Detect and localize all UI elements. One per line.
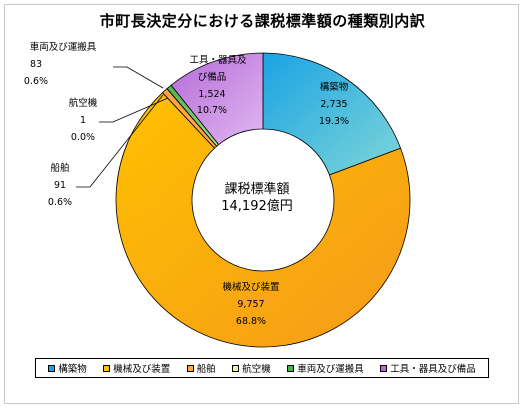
label-kougu-pct: 10.7% [197, 105, 227, 116]
label-kikai-value: 9,757 [237, 299, 264, 310]
legend-item-kikai: 機械及び装置 [103, 361, 170, 375]
chart-legend: 構築物 機械及び装置 船舶 航空機 車両及び運搬具 工具・器具及び備品 [35, 358, 489, 378]
label-sharyou-name: 車両及び運搬具 [30, 41, 97, 53]
legend-label: 機械及び装置 [113, 364, 171, 375]
legend-swatch [287, 364, 295, 372]
center-label-total: 14,192億円 [221, 198, 293, 214]
legend-item-koukuuki: 航空機 [232, 361, 271, 375]
center-label-title: 課税標準額 [224, 181, 289, 197]
label-sharyou-pct: 0.6% [24, 76, 48, 87]
label-koukuuki-name: 航空機 [69, 97, 98, 109]
label-koukuuki-pct: 0.0% [71, 132, 95, 143]
label-kougu-value: 1,524 [198, 89, 225, 100]
legend-label: 構築物 [58, 364, 87, 375]
legend-item-senpaku: 船舶 [186, 361, 216, 375]
leader-line-senpaku [76, 94, 164, 188]
legend-item-kougu: 工具・器具及び備品 [380, 361, 476, 375]
legend-swatch [48, 364, 56, 372]
label-sharyou-value: 83 [30, 59, 42, 70]
label-koukuuki-value: 1 [80, 115, 86, 126]
slice-kougu [170, 52, 264, 146]
label-kouchiku-value: 2,735 [320, 99, 347, 110]
legend-swatch [103, 364, 111, 372]
chart-title: 市町長決定分における課税標準額の種類別内訳 [99, 12, 426, 30]
legend-swatch [232, 364, 240, 372]
label-kouchiku-pct: 19.3% [319, 116, 349, 127]
label-kougu-name-2: び備品 [198, 71, 227, 83]
leader-line-koukuuki [99, 97, 169, 123]
label-kouchiku-name: 構築物 [320, 81, 349, 93]
slice-kouchiku [262, 52, 402, 176]
label-kikai-pct: 68.8% [236, 316, 266, 327]
legend-item-sharyou: 車両及び運搬具 [287, 361, 364, 375]
label-kikai-name: 機械及び装置 [222, 281, 279, 293]
label-senpaku-value: 91 [54, 180, 66, 191]
label-kougu-name-1: 工具・器具及 [189, 55, 247, 66]
label-senpaku-name: 船舶 [50, 162, 69, 174]
legend-label: 航空機 [242, 364, 271, 375]
legend-label: 船舶 [196, 364, 216, 375]
legend-item-kouchiku: 構築物 [48, 361, 87, 375]
legend-label: 工具・器具及び備品 [390, 364, 476, 375]
legend-label: 車両及び運搬具 [297, 364, 364, 375]
leader-line-sharyou [113, 66, 164, 89]
legend-swatch [186, 364, 194, 372]
label-senpaku-pct: 0.6% [48, 197, 72, 208]
slice-kikai [115, 92, 411, 348]
legend-swatch [380, 364, 388, 372]
